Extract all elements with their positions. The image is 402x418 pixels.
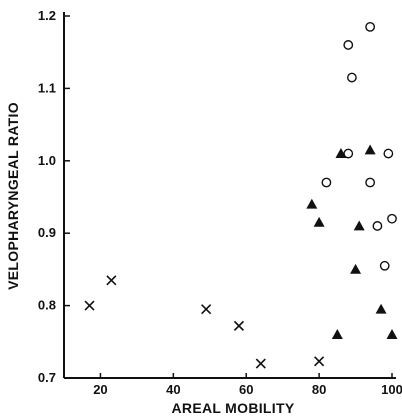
data-point-triangle (350, 263, 362, 274)
data-point-cross (106, 275, 117, 286)
ticks (64, 15, 393, 379)
data-point-cross (233, 320, 244, 331)
data-point-circle (365, 177, 376, 188)
data-point-triangle (364, 144, 376, 155)
data-point-circle (343, 148, 354, 159)
data-point-cross (255, 358, 266, 369)
data-point-cross (84, 300, 95, 311)
data-point-cross (314, 356, 325, 367)
data-point-circle (387, 213, 397, 224)
data-point-cross (201, 304, 212, 315)
x-tick-label: 60 (239, 382, 253, 397)
data-point-circle (343, 40, 354, 50)
data-point-circle (372, 221, 383, 231)
x-tick-label: 100 (381, 382, 402, 397)
data-point-circle (383, 148, 394, 159)
tick-labels: 20 40 60 80 100 0.7 0.8 0.9 1.0 1.1 1.2 (38, 8, 402, 397)
data-points (84, 21, 398, 369)
data-point-circle (365, 21, 376, 32)
data-point-triangle (386, 329, 398, 339)
x-tick-label: 40 (166, 382, 180, 397)
y-axis-title: VELOPHARYNGEAL RATIO (5, 102, 21, 290)
data-point-circle (321, 177, 332, 188)
data-point-triangle (331, 329, 343, 339)
axes (63, 12, 396, 379)
y-tick-label: 0.7 (38, 370, 56, 385)
y-tick-label: 1.0 (38, 153, 56, 168)
y-tick-label: 0.9 (38, 225, 56, 240)
data-point-circle (347, 72, 357, 83)
data-point-circle (379, 260, 390, 271)
data-point-triangle (313, 216, 325, 227)
data-point-triangle (335, 148, 347, 158)
y-tick-label: 1.1 (38, 80, 56, 95)
y-tick-label: 1.2 (38, 8, 56, 23)
x-axis-title: AREAL MOBILITY (172, 400, 295, 416)
data-point-triangle (353, 220, 365, 231)
x-tick-label: 80 (312, 382, 326, 397)
y-tick-label: 0.8 (38, 298, 56, 313)
data-point-triangle (306, 198, 318, 209)
x-tick-label: 20 (93, 382, 107, 397)
data-point-triangle (375, 303, 387, 314)
